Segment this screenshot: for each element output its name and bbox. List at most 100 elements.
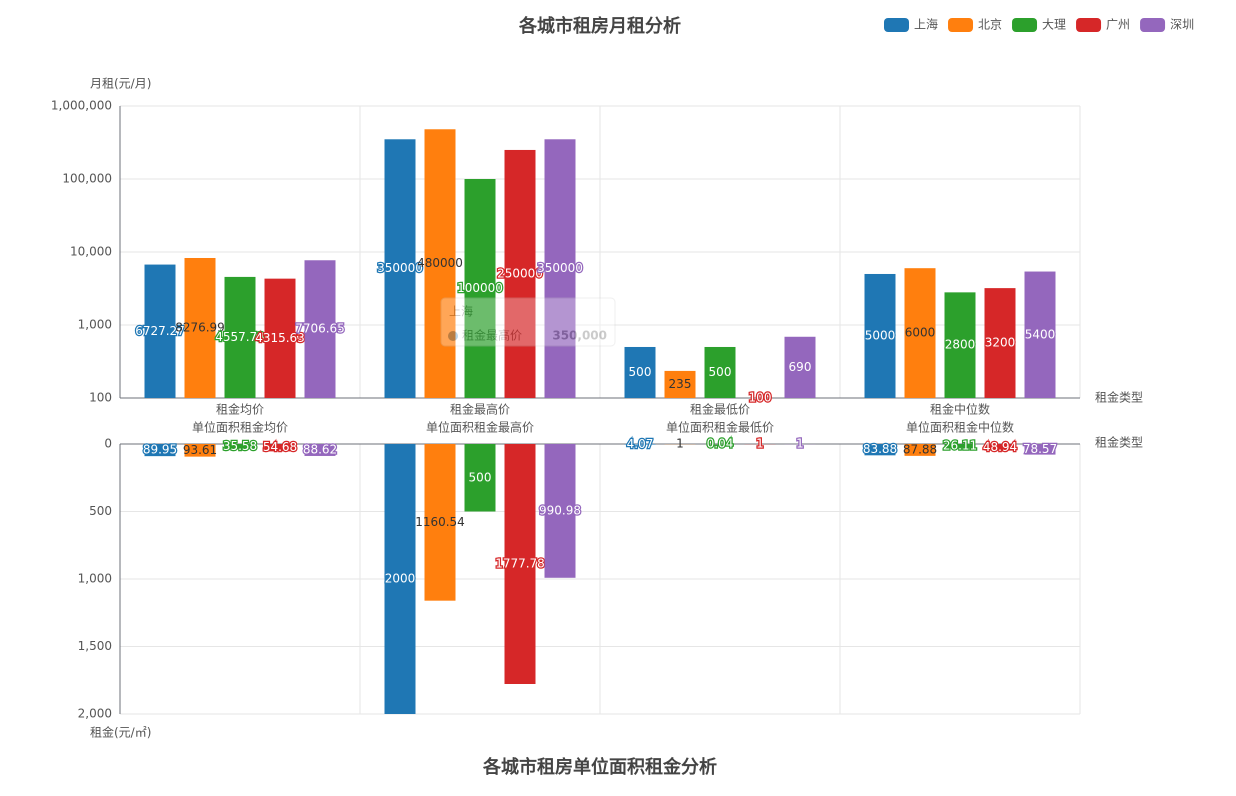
value-label: 6000 (905, 326, 936, 340)
value-label: 1 (796, 437, 804, 451)
y-tick-label: 500 (89, 504, 112, 518)
value-label: 100 (749, 391, 772, 405)
value-label: 500 (629, 365, 652, 379)
value-label: 83.88 (863, 442, 897, 456)
value-label: 78.57 (1023, 442, 1057, 456)
bar (904, 444, 936, 456)
value-label: 48.94 (983, 440, 1017, 454)
bar (784, 336, 816, 398)
value-label: 89.95 (143, 443, 177, 457)
bar (984, 444, 1016, 451)
x-tick-label: 租金均价 (216, 402, 264, 417)
bar (624, 346, 656, 398)
bar (864, 444, 896, 456)
bar (224, 276, 256, 398)
value-label: 4.07 (627, 437, 654, 451)
value-label: 4557.73 (215, 330, 265, 344)
value-label: 6727.27 (135, 324, 185, 338)
y-tick-label: 1,500 (78, 639, 112, 653)
chart-title: 各城市租房单位面积租金分析 (482, 756, 717, 778)
bar (264, 444, 296, 452)
value-label: 500 (709, 365, 732, 379)
x-axis-label: 租金类型 (1095, 435, 1143, 450)
legend-swatch (948, 18, 974, 32)
y-axis-label: 月租(元/月) (90, 77, 151, 91)
bar (1024, 444, 1056, 455)
x-tick-label: 单位面积租金最高价 (426, 420, 534, 435)
value-label: 2000 (385, 572, 416, 586)
legend-swatch (1140, 18, 1166, 32)
value-label: 1777.78 (495, 557, 545, 571)
x-tick-label: 租金最低价 (690, 402, 750, 417)
bar (384, 444, 416, 714)
value-label: 26.11 (943, 438, 977, 452)
bar (144, 264, 176, 398)
x-tick-label: 单位面积租金均价 (192, 420, 288, 435)
bar (544, 139, 576, 399)
bar (504, 149, 536, 398)
value-label: 0.04 (707, 437, 734, 451)
y-tick-label: 100 (89, 391, 112, 405)
value-label: 3200 (985, 336, 1016, 350)
y-axis-label: 租金(元/㎡) (90, 725, 151, 740)
tooltip-box (440, 297, 616, 347)
bar (184, 257, 216, 398)
tooltip-value: 350,000 (552, 329, 607, 343)
legend-swatch (884, 18, 909, 32)
value-label: 5000 (865, 328, 896, 342)
y-tick-label: 100,000 (62, 172, 112, 186)
x-axis-label: 租金类型 (1095, 390, 1143, 405)
value-label: 88.62 (303, 442, 337, 456)
value-label: 7706.65 (295, 322, 345, 336)
x-tick-label: 租金最高价 (450, 402, 510, 417)
value-label: 93.61 (183, 443, 217, 457)
legend-swatch (1076, 18, 1102, 32)
value-label: 690 (789, 360, 812, 374)
x-tick-label: 单位面积租金中位数 (906, 420, 1014, 435)
y-tick-label: 0 (104, 437, 112, 451)
value-label: 500 (469, 470, 492, 484)
value-label: 8276.99 (175, 320, 225, 334)
bar (904, 268, 936, 398)
legend-label: 大理 (1042, 18, 1066, 32)
x-tick-label: 单位面积租金最低价 (666, 420, 774, 435)
value-label: 350000 (377, 261, 423, 275)
y-tick-label: 1,000 (78, 572, 112, 586)
bar (624, 444, 656, 445)
y-tick-label: 1,000,000 (51, 99, 112, 113)
value-label: 5400 (1025, 327, 1056, 341)
bar (424, 129, 456, 398)
value-label: 2800 (945, 338, 976, 352)
legend-label: 广州 (1106, 18, 1130, 32)
bar (304, 260, 336, 398)
value-label: 1160.54 (415, 515, 465, 529)
bar (384, 139, 416, 399)
y-tick-label: 1,000 (78, 318, 112, 332)
bar (1024, 271, 1056, 398)
value-label: 250000 (497, 266, 543, 280)
bar (944, 292, 976, 398)
bar (184, 444, 216, 457)
value-label: 87.88 (903, 442, 937, 456)
bar (864, 273, 896, 398)
legend-label: 深圳 (1170, 18, 1194, 32)
bar (984, 288, 1016, 398)
bar (464, 179, 496, 398)
bar (144, 444, 176, 457)
value-label: 480000 (417, 256, 463, 270)
legend-swatch (1012, 18, 1038, 32)
bar (464, 444, 496, 512)
value-label: 35.58 (223, 439, 257, 453)
bar (504, 444, 536, 685)
bar (304, 444, 336, 456)
bar (704, 346, 736, 398)
y-tick-label: 10,000 (70, 245, 112, 259)
chart-title: 各城市租房月租分析 (518, 15, 681, 37)
legend-label: 上海 (914, 17, 938, 32)
tooltip-title: 上海 (449, 304, 473, 319)
value-label: 990.98 (539, 503, 581, 517)
value-label: 4315.63 (255, 331, 305, 345)
y-tick-label: 2,000 (78, 707, 112, 721)
